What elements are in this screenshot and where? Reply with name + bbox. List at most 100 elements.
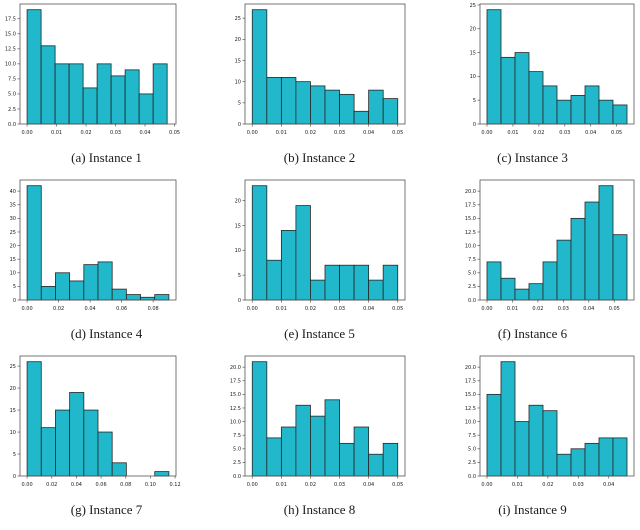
svg-text:20: 20 xyxy=(470,27,476,33)
svg-text:0.00: 0.00 xyxy=(247,482,258,488)
histogram-plot-instance-5: 0.00 0.01 0.02 0.03 0.04 0.05 0 5 10 15 20 xyxy=(235,179,406,312)
svg-text:5: 5 xyxy=(238,101,241,107)
chart-instance-5: 0.00 0.01 0.02 0.03 0.04 0.05 0 5 10 15 20 (e) Ins… xyxy=(213,176,426,352)
svg-text:10.0: 10.0 xyxy=(230,419,241,425)
svg-text:2.5: 2.5 xyxy=(233,460,241,466)
svg-text:0.02: 0.02 xyxy=(53,306,64,312)
chart-instance-7: 0.00 0.02 0.04 0.06 0.08 0.10 0.12 0 5 10 15 20 25 (… xyxy=(0,352,213,528)
svg-text:12.5: 12.5 xyxy=(230,406,241,412)
svg-text:0.01: 0.01 xyxy=(512,482,523,488)
svg-text:20.0: 20.0 xyxy=(465,365,476,371)
svg-text:0.0: 0.0 xyxy=(8,122,16,128)
svg-text:10.0: 10.0 xyxy=(5,62,16,68)
chart-caption: (h) Instance 8 xyxy=(283,502,356,517)
svg-text:0: 0 xyxy=(13,298,16,304)
svg-text:0: 0 xyxy=(13,474,16,480)
svg-text:0.00: 0.00 xyxy=(22,130,33,136)
svg-text:2.5: 2.5 xyxy=(8,107,16,113)
svg-text:0.02: 0.02 xyxy=(80,130,91,136)
svg-text:5: 5 xyxy=(13,452,16,458)
svg-text:0: 0 xyxy=(473,122,476,128)
svg-text:10: 10 xyxy=(10,271,16,277)
svg-text:25: 25 xyxy=(10,364,16,370)
svg-text:25: 25 xyxy=(235,16,241,22)
svg-text:10: 10 xyxy=(470,74,476,80)
svg-text:0.0: 0.0 xyxy=(468,474,476,480)
svg-text:15.0: 15.0 xyxy=(230,392,241,398)
svg-text:0.01: 0.01 xyxy=(276,130,287,136)
chart-caption: (e) Instance 5 xyxy=(284,326,355,341)
svg-text:0.02: 0.02 xyxy=(305,482,316,488)
svg-text:0.00: 0.00 xyxy=(481,130,492,136)
svg-text:0.02: 0.02 xyxy=(532,306,543,312)
svg-text:0.08: 0.08 xyxy=(148,306,159,312)
svg-text:17.5: 17.5 xyxy=(5,17,16,23)
svg-text:0.01: 0.01 xyxy=(276,306,287,312)
svg-text:10: 10 xyxy=(235,248,241,254)
svg-text:0.10: 0.10 xyxy=(145,482,156,488)
svg-text:35: 35 xyxy=(10,203,16,209)
svg-text:0.02: 0.02 xyxy=(305,130,316,136)
svg-text:7.5: 7.5 xyxy=(233,433,241,439)
svg-text:15: 15 xyxy=(235,58,241,64)
svg-text:5.0: 5.0 xyxy=(468,447,476,453)
svg-text:0.04: 0.04 xyxy=(585,130,596,136)
svg-text:0.03: 0.03 xyxy=(334,306,345,312)
chart-caption: (b) Instance 2 xyxy=(283,150,356,165)
chart-caption: (f) Instance 6 xyxy=(497,326,568,341)
svg-text:0.04: 0.04 xyxy=(603,482,614,488)
histogram-plot-instance-6: 0.00 0.01 0.02 0.03 0.04 0.05 0.0 2.5 5.0 7.5 10.0… xyxy=(465,179,635,312)
svg-text:20: 20 xyxy=(10,386,16,392)
chart-caption: (g) Instance 7 xyxy=(70,502,143,517)
svg-text:0.03: 0.03 xyxy=(558,306,569,312)
svg-text:17.5: 17.5 xyxy=(465,203,476,209)
svg-text:15.0: 15.0 xyxy=(465,392,476,398)
svg-text:0.03: 0.03 xyxy=(110,130,121,136)
svg-text:0.05: 0.05 xyxy=(611,130,622,136)
svg-text:7.5: 7.5 xyxy=(8,77,16,83)
chart-caption: (d) Instance 4 xyxy=(70,326,143,341)
chart-caption: (a) Instance 1 xyxy=(71,150,142,165)
svg-text:0.02: 0.02 xyxy=(46,482,57,488)
svg-text:20: 20 xyxy=(235,198,241,204)
svg-text:10.0: 10.0 xyxy=(465,419,476,425)
histogram-plot-instance-7: 0.00 0.02 0.04 0.06 0.08 0.10 0.12 0 5 10 15 20 25 xyxy=(10,355,181,488)
chart-instance-4: 0.00 0.02 0.04 0.06 0.08 0 5 10 15 20 25 30 35 40 (d)… xyxy=(0,176,213,352)
histogram-plot-instance-9: 0.00 0.01 0.02 0.03 0.04 0.0 2.5 5.0 7.5 10.0 12.5… xyxy=(465,355,635,488)
svg-text:0.01: 0.01 xyxy=(507,306,518,312)
histogram-plot-instance-8: 0.00 0.01 0.02 0.03 0.04 0.05 0.0 2.5 5.0 7.5 10.0… xyxy=(230,355,406,488)
svg-text:15.0: 15.0 xyxy=(465,216,476,222)
svg-text:7.5: 7.5 xyxy=(468,257,476,263)
svg-text:12.5: 12.5 xyxy=(465,406,476,412)
svg-text:10: 10 xyxy=(235,79,241,85)
svg-text:20.0: 20.0 xyxy=(465,189,476,195)
svg-text:0.03: 0.03 xyxy=(334,482,345,488)
chart-instance-2: 0.00 0.01 0.02 0.03 0.04 0.05 0 5 10 15 20 25 (b) I… xyxy=(213,0,426,176)
svg-text:0.08: 0.08 xyxy=(120,482,131,488)
histogram-plot-instance-1: 0.00 0.01 0.02 0.03 0.04 0.05 0.0 2.5 5.0 7.5 10.0… xyxy=(5,3,180,136)
chart-caption: (c) Instance 3 xyxy=(497,150,568,165)
svg-text:0.01: 0.01 xyxy=(276,482,287,488)
svg-text:17.5: 17.5 xyxy=(465,379,476,385)
svg-text:0.00: 0.00 xyxy=(247,130,258,136)
histogram-plot-instance-2: 0.00 0.01 0.02 0.03 0.04 0.05 0 5 10 15 20 25 xyxy=(235,3,406,136)
svg-text:0.0: 0.0 xyxy=(233,474,241,480)
svg-text:0.00: 0.00 xyxy=(481,482,492,488)
svg-text:0.04: 0.04 xyxy=(139,130,150,136)
svg-text:0.00: 0.00 xyxy=(481,306,492,312)
svg-text:0.01: 0.01 xyxy=(507,130,518,136)
svg-text:0.02: 0.02 xyxy=(542,482,553,488)
svg-text:0.04: 0.04 xyxy=(363,482,374,488)
histogram-plot-instance-3: 0.00 0.01 0.02 0.03 0.04 0.05 0 5 10 15 20 25 xyxy=(470,3,635,136)
svg-text:5: 5 xyxy=(238,273,241,279)
svg-text:30: 30 xyxy=(10,216,16,222)
svg-text:0.02: 0.02 xyxy=(533,130,544,136)
svg-text:0.00: 0.00 xyxy=(22,306,33,312)
svg-text:5: 5 xyxy=(13,284,16,290)
svg-text:0: 0 xyxy=(238,298,241,304)
svg-text:0.05: 0.05 xyxy=(609,306,620,312)
svg-text:15: 15 xyxy=(10,408,16,414)
svg-text:0.00: 0.00 xyxy=(247,306,258,312)
svg-text:0.04: 0.04 xyxy=(363,306,374,312)
